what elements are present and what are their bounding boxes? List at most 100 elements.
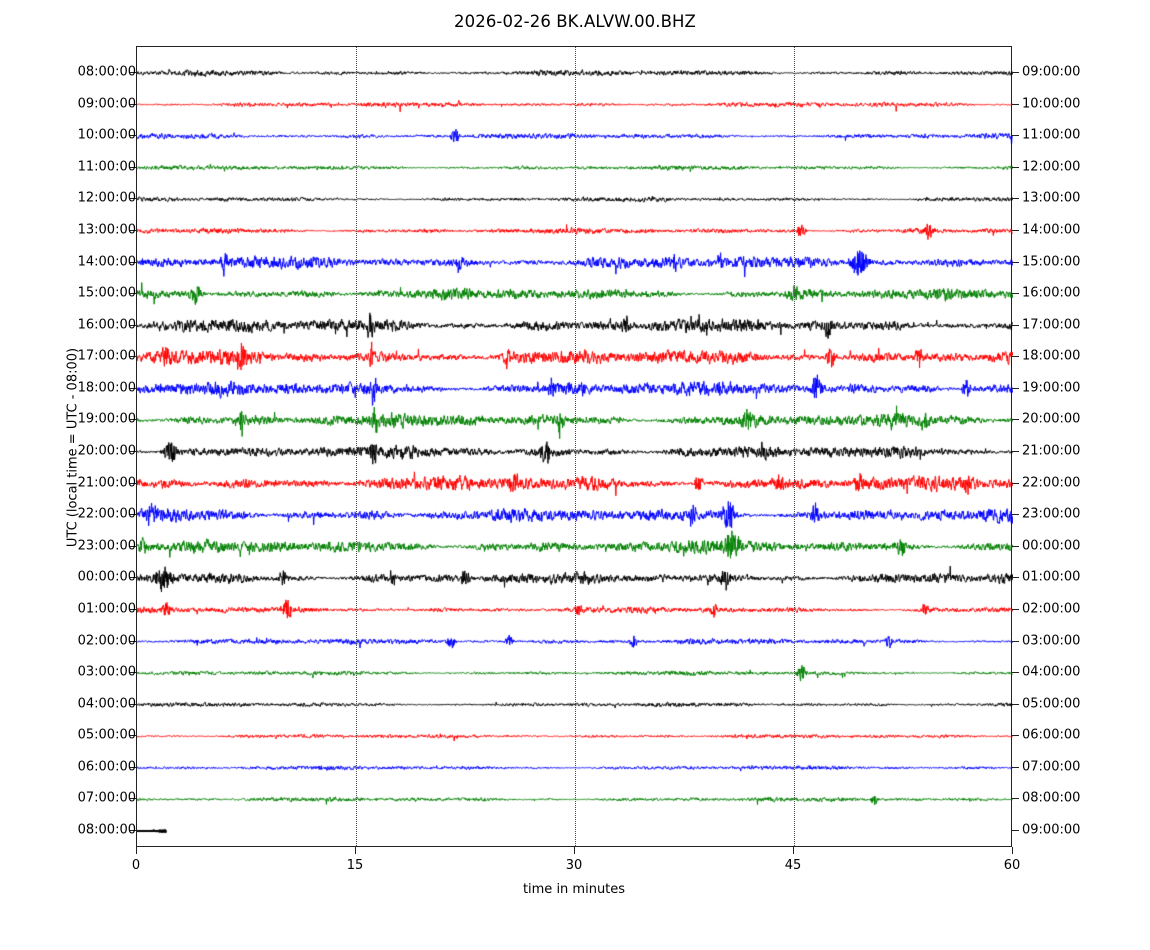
y-tick-label-left: 02:00:00 [77,633,136,648]
y-tick-label-left: 14:00:00 [77,254,136,269]
y-tick-label-left: 08:00:00 [77,822,136,838]
y-tick-right-7 [1012,293,1019,295]
seismic-traces-canvas [137,47,1013,848]
x-tick-label: 0 [131,858,141,873]
y-tick-right-10 [1012,387,1019,389]
y-tick-label-right: 11:00:00 [1022,127,1081,143]
y-tick-right-24 [1012,830,1019,831]
y-tick-left-6 [129,261,136,263]
y-tick-left-21 [129,735,136,737]
y-tick-label-right: 16:00:00 [1022,285,1081,301]
y-tick-right-4 [1012,198,1019,200]
y-tick-label-right: 01:00:00 [1022,569,1081,585]
y-tick-right-2 [1012,135,1019,137]
x-tick-label: 15 [346,858,364,873]
y-tick-label-left: 12:00:00 [77,190,136,206]
y-tick-left-10 [129,387,136,389]
y-tick-left-12 [129,451,136,452]
y-tick-left-5 [129,229,136,231]
y-tick-label-right: 03:00:00 [1022,633,1081,648]
y-tick-label-left: 16:00:00 [77,317,136,333]
y-tick-label-right: 07:00:00 [1022,759,1081,775]
page-title: 2026-02-26 BK.ALVW.00.BHZ [454,12,696,31]
y-tick-left-0 [129,72,136,73]
y-tick-right-19 [1012,672,1019,674]
y-tick-right-9 [1012,356,1019,358]
y-tick-right-5 [1012,229,1019,231]
y-tick-label-left: 05:00:00 [77,727,136,743]
x-tick-label: 30 [565,858,583,873]
y-tick-label-right: 04:00:00 [1022,664,1081,680]
y-tick-right-14 [1012,514,1019,516]
y-tick-label-left: 21:00:00 [77,475,136,491]
y-tick-label-left: 07:00:00 [77,790,136,806]
y-tick-label-right: 14:00:00 [1022,222,1081,238]
x-axis-label: time in minutes [522,882,626,897]
y-tick-right-13 [1012,482,1019,484]
y-tick-left-23 [129,798,136,800]
y-tick-label-right: 21:00:00 [1022,443,1081,459]
y-tick-left-1 [129,103,136,105]
y-tick-label-left: 06:00:00 [77,759,136,775]
y-tick-left-15 [129,545,136,547]
y-tick-label-left: 20:00:00 [77,443,136,459]
y-tick-label-right: 18:00:00 [1022,348,1081,364]
y-tick-right-11 [1012,419,1019,421]
y-tick-label-right: 09:00:00 [1022,822,1081,838]
x-tick-15 [355,847,356,854]
y-tick-left-24 [129,830,136,831]
y-tick-left-20 [129,703,136,705]
y-tick-right-8 [1012,324,1019,326]
y-tick-label-right: 22:00:00 [1022,475,1081,491]
y-tick-label-right: 20:00:00 [1022,411,1081,427]
x-tick-60 [1012,847,1013,854]
y-tick-label-left: 23:00:00 [77,538,136,554]
y-tick-label-right: 23:00:00 [1022,506,1081,522]
x-tick-label: 60 [1003,858,1021,873]
y-tick-label-right: 02:00:00 [1022,601,1081,617]
y-tick-right-3 [1012,166,1019,168]
x-tick-0 [136,847,137,854]
y-tick-left-4 [129,198,136,200]
y-tick-right-21 [1012,735,1019,737]
y-tick-label-left: 00:00:00 [77,569,136,585]
y-tick-left-22 [129,766,136,768]
y-tick-label-left: 18:00:00 [77,380,136,396]
plot-area [136,46,1013,848]
y-tick-left-19 [129,672,136,674]
y-tick-label-right: 08:00:00 [1022,790,1081,806]
y-tick-label-left: 03:00:00 [77,664,136,680]
y-tick-label-right: 15:00:00 [1022,254,1081,269]
y-tick-right-16 [1012,577,1019,579]
y-tick-label-left: 04:00:00 [77,696,136,712]
y-tick-label-left: 11:00:00 [77,159,136,175]
y-tick-left-14 [129,514,136,516]
y-tick-right-17 [1012,608,1019,610]
y-tick-label-left: 19:00:00 [77,411,136,427]
y-tick-right-22 [1012,766,1019,768]
y-tick-left-3 [129,166,136,168]
y-tick-label-left: 08:00:00 [77,64,136,80]
y-tick-right-1 [1012,103,1019,105]
x-tick-45 [793,847,794,854]
y-tick-label-left: 01:00:00 [77,601,136,617]
y-tick-right-0 [1012,72,1019,73]
y-tick-label-right: 00:00:00 [1022,538,1081,554]
y-tick-label-left: 17:00:00 [77,348,136,364]
y-tick-label-right: 05:00:00 [1022,696,1081,712]
y-tick-right-6 [1012,261,1019,263]
x-tick-30 [574,847,575,854]
y-tick-label-right: 13:00:00 [1022,190,1081,206]
y-tick-right-12 [1012,451,1019,452]
x-tick-label: 45 [784,858,802,873]
y-tick-label-left: 22:00:00 [77,506,136,522]
y-tick-label-right: 19:00:00 [1022,380,1081,396]
y-tick-right-23 [1012,798,1019,800]
y-tick-label-left: 13:00:00 [77,222,136,238]
y-tick-left-9 [129,356,136,358]
y-tick-right-15 [1012,545,1019,547]
y-tick-right-18 [1012,640,1019,642]
y-tick-left-7 [129,293,136,295]
y-tick-label-right: 12:00:00 [1022,159,1081,175]
y-tick-left-2 [129,135,136,137]
